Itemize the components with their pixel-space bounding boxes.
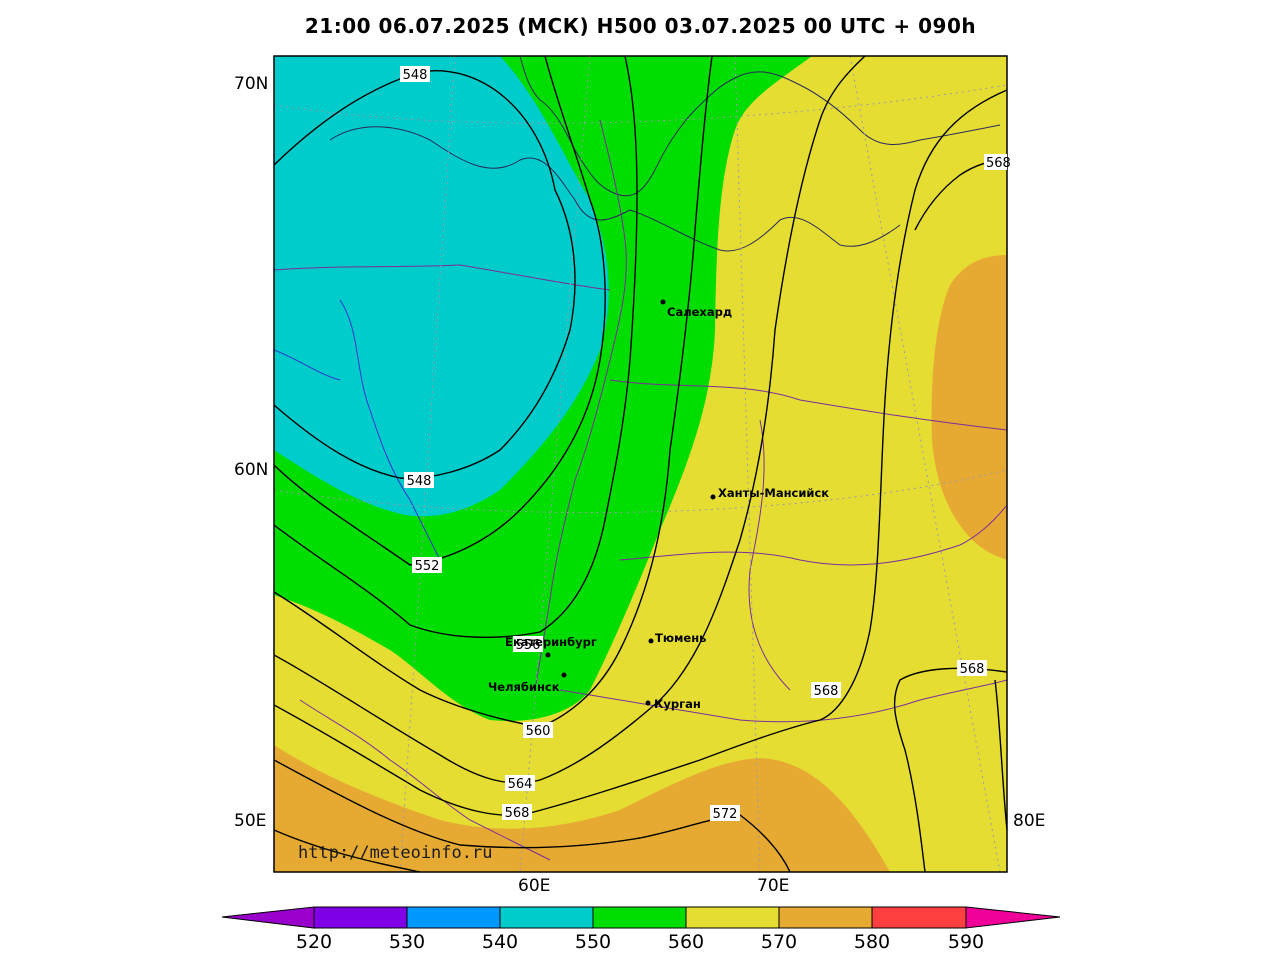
colorbar-label-590: 590 [947, 931, 985, 953]
graticule [274, 56, 1007, 872]
colorbar-seg-520 [313, 906, 408, 929]
colorbar-label-580: 580 [853, 931, 891, 953]
contour-label-568-east: 568 [960, 662, 985, 677]
fill-570-580-east [931, 255, 1007, 560]
colorbar-label-550: 550 [574, 931, 612, 953]
city-label-khanty: Ханты-Мансийск [718, 486, 829, 500]
colorbar-seg-below [221, 906, 315, 929]
city-label-salekhard: Салехард [667, 305, 732, 319]
colorbar-seg-580 [871, 906, 967, 929]
lon-label-50e: 50E [234, 811, 267, 831]
coastline [329, 126, 901, 252]
contour-label-568-ne: 568 [986, 156, 1011, 171]
colorbar-seg-530 [406, 906, 501, 929]
map-title: 21:00 06.07.2025 (МСК) H500 03.07.2025 0… [304, 14, 977, 38]
colorbar-label-530: 530 [388, 931, 426, 953]
city-label-tyumen: Тюмень [655, 631, 706, 645]
city-label-chelyabinsk: Челябинск [488, 680, 560, 694]
contour-568-main [274, 89, 1007, 816]
lon-label-70e: 70E [757, 876, 790, 896]
region-border-5 [299, 699, 551, 861]
contour-label-572: 572 [713, 807, 738, 822]
contour-label-568-south: 568 [505, 806, 530, 821]
contour-label-568-mid: 568 [814, 684, 839, 699]
colorbar-seg-550 [592, 906, 687, 929]
city-marker-ekb [545, 652, 551, 658]
city-marker-salekhard [660, 299, 666, 305]
colorbar-seg-540 [499, 906, 594, 929]
ural-border [534, 119, 627, 691]
colorbar-label-540: 540 [481, 931, 519, 953]
colorbar-label-570: 570 [760, 931, 798, 953]
region-border-3 [619, 504, 1007, 566]
city-marker-tyumen [648, 638, 654, 644]
region-border-1 [274, 264, 611, 291]
colorbar-label-520: 520 [295, 931, 333, 953]
lat-label-60n: 60N [234, 460, 269, 480]
contour-label-556: 556 [516, 638, 541, 653]
colorbar-seg-560 [685, 906, 780, 929]
colorbar-label-560: 560 [667, 931, 705, 953]
fill-570-580-south [274, 745, 890, 872]
colorbar-seg-570 [778, 906, 873, 929]
cities: Салехард Ханты-Мансийск Екатеринбург Тюм… [488, 299, 829, 711]
city-marker-chelyabinsk [561, 672, 567, 678]
source-url: http://meteoinfo.ru [298, 843, 493, 863]
contour-label-560: 560 [526, 724, 551, 739]
city-label-ekb: Екатеринбург [505, 635, 597, 649]
colorbar [221, 906, 1061, 929]
contour-556 [274, 56, 638, 639]
contour-576 [274, 829, 421, 872]
region-border-4 [559, 679, 1007, 723]
contour-labels: 548 548 552 556 560 564 568 568 568 568 … [400, 66, 1011, 822]
contour-572 [274, 759, 791, 872]
contour-label-548-top: 548 [403, 68, 428, 83]
lon-label-80e: 80E [1013, 811, 1046, 831]
contour-label-564: 564 [508, 777, 533, 792]
contour-568-east [893, 667, 1007, 872]
map-frame [273, 55, 1008, 873]
fill-540-550 [274, 56, 609, 517]
city-marker-kurgan [645, 700, 651, 706]
river-2 [274, 349, 341, 381]
contour-564 [274, 56, 866, 784]
contour-552 [274, 56, 606, 566]
contour-560 [274, 56, 713, 728]
river-ob [339, 299, 441, 561]
contour-label-552: 552 [415, 559, 440, 574]
map-fill-layer [274, 56, 1007, 872]
contour-label-548-mid: 548 [407, 474, 432, 489]
lat-label-70n: 70N [234, 74, 269, 94]
contour-568-far [994, 679, 1007, 831]
lon-label-60e: 60E [518, 876, 551, 896]
city-label-kurgan: Курган [654, 697, 701, 711]
region-border-6 [748, 419, 791, 691]
region-border-2 [609, 379, 1007, 431]
city-marker-khanty [710, 494, 716, 500]
colorbar-seg-above [965, 906, 1061, 929]
